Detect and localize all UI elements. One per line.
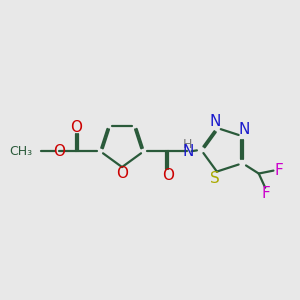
Text: CH₃: CH₃ bbox=[9, 145, 32, 158]
Text: O: O bbox=[53, 144, 65, 159]
Text: O: O bbox=[70, 120, 82, 135]
Text: N: N bbox=[238, 122, 250, 137]
Text: S: S bbox=[210, 171, 219, 186]
Text: N: N bbox=[210, 114, 221, 129]
Text: O: O bbox=[162, 168, 174, 183]
Text: N: N bbox=[182, 144, 194, 159]
Text: O: O bbox=[116, 166, 128, 181]
Text: F: F bbox=[261, 186, 270, 201]
Text: H: H bbox=[183, 138, 192, 151]
Text: F: F bbox=[274, 163, 283, 178]
